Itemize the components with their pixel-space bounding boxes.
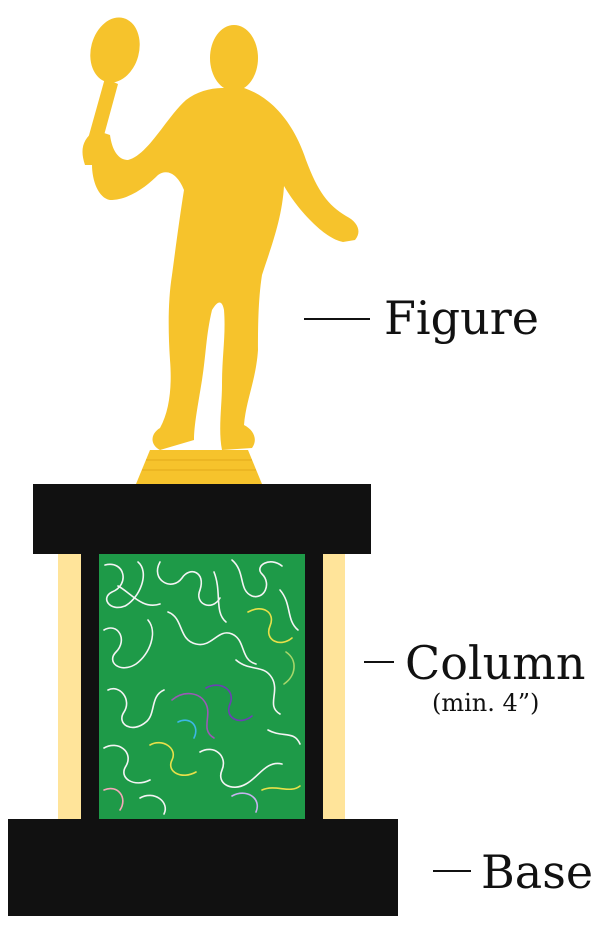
column-panel [99, 554, 305, 819]
column-leader-line [364, 661, 394, 663]
pedestal-lines [142, 459, 256, 471]
column-frame-left [81, 554, 99, 819]
column-frame-right [305, 554, 323, 819]
figure-head [210, 25, 258, 91]
column-note-label: (min. 4”) [432, 689, 540, 717]
racket-head [90, 17, 140, 83]
column-label: Column [405, 636, 586, 690]
figure-body [82, 88, 359, 450]
column-side-left [58, 554, 81, 819]
column-pattern [103, 559, 301, 815]
base-leader-line [433, 870, 471, 872]
trophy-base [8, 819, 398, 916]
figure-leader-line [304, 318, 370, 320]
column-top-cap [33, 484, 371, 554]
trophy-figure [82, 17, 359, 484]
column-side-right [322, 554, 345, 819]
figure-label: Figure [384, 291, 539, 345]
figure-pedestal [136, 450, 262, 484]
base-label: Base [481, 845, 594, 899]
